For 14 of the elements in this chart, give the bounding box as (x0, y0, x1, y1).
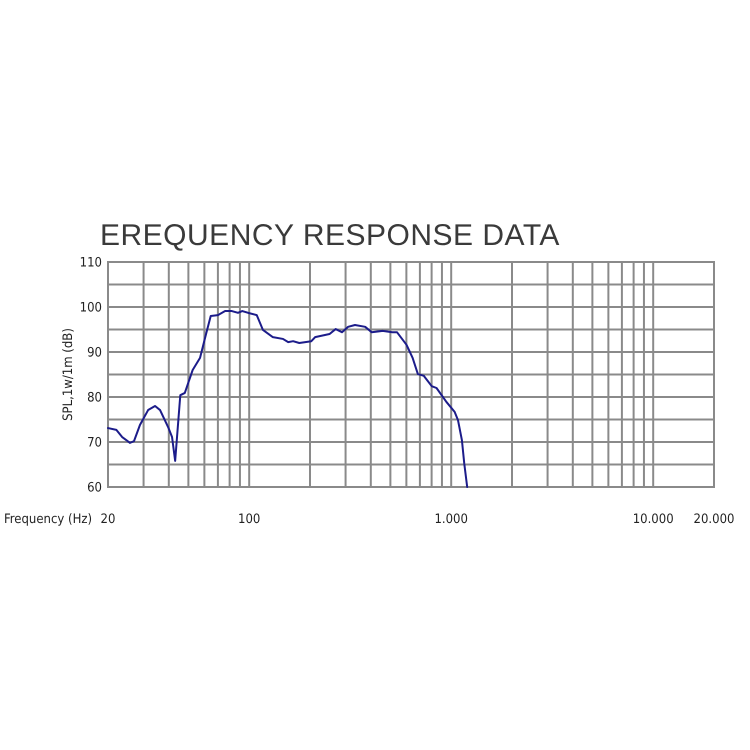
y-tick-label: 70 (87, 436, 102, 451)
x-tick-label: 1.000 (434, 512, 468, 527)
y-tick-label: 110 (80, 256, 102, 271)
x-tick-label: 20 (100, 512, 116, 527)
y-tick-label: 90 (87, 346, 102, 361)
y-tick-label: 80 (87, 390, 102, 406)
y-tick-label: 60 (87, 480, 102, 496)
y-axis-title: SPL,1w/1m (dB) (61, 328, 76, 421)
chart-title: EREQUENCY RESPONSE DATA (100, 219, 560, 252)
x-tick-label: 20.000 (694, 512, 734, 527)
y-tick-label: 100 (80, 300, 102, 316)
x-tick-label: 100 (238, 512, 260, 527)
x-axis-title: Frequency (Hz) (4, 512, 92, 527)
x-tick-label: 10.000 (632, 512, 674, 527)
